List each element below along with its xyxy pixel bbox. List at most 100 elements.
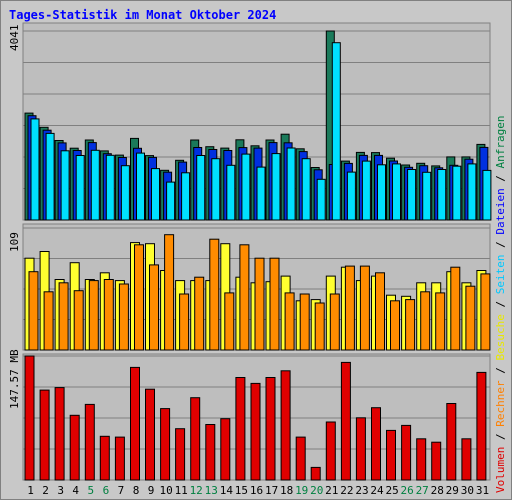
bar-volumen-day-20 bbox=[310, 466, 321, 481]
day-label-29: 29 bbox=[446, 484, 459, 497]
day-label-13: 13 bbox=[205, 484, 218, 497]
bar-rechner-day-16 bbox=[254, 257, 265, 351]
bar-rechner-day-18 bbox=[284, 292, 295, 351]
bar-rechner-day-4 bbox=[73, 290, 84, 351]
day-label-25: 25 bbox=[385, 484, 398, 497]
bar-volumen-day-6 bbox=[99, 435, 110, 481]
bar-seiten-day-24 bbox=[377, 164, 386, 221]
day-label-15: 15 bbox=[235, 484, 248, 497]
bar-volumen-day-9 bbox=[145, 388, 155, 481]
bar-rechner-day-20 bbox=[314, 302, 325, 351]
bar-seiten-day-12 bbox=[196, 155, 206, 221]
bar-volumen-day-30 bbox=[461, 438, 472, 481]
bar-seiten-day-20 bbox=[316, 178, 326, 221]
bar-seiten-day-15 bbox=[241, 153, 251, 221]
bar-seiten-day-1 bbox=[30, 118, 40, 221]
bar-rechner-day-30 bbox=[465, 285, 476, 351]
legend-item-besuche: Besuche bbox=[494, 314, 507, 360]
bar-rechner-day-1 bbox=[28, 271, 39, 351]
bar-volumen-day-3 bbox=[54, 387, 65, 481]
bar-volumen-day-17 bbox=[265, 377, 276, 481]
bar-volumen-day-24 bbox=[371, 407, 381, 481]
bar-volumen-day-15 bbox=[235, 377, 246, 481]
bar-rechner-day-6 bbox=[103, 279, 114, 351]
bar-rechner-day-26 bbox=[405, 299, 416, 351]
bar-volumen-day-13 bbox=[205, 424, 216, 481]
axis-max-label-volume: 147.57 MB bbox=[8, 349, 21, 409]
legend-item-dateien: Dateien bbox=[494, 188, 507, 234]
bar-volumen-day-16 bbox=[250, 382, 261, 481]
bar-rechner-day-24 bbox=[375, 272, 385, 351]
bar-seiten-day-10 bbox=[166, 181, 176, 221]
bar-seiten-day-14 bbox=[226, 164, 236, 221]
day-label-4: 4 bbox=[72, 484, 79, 497]
day-label-23: 23 bbox=[355, 484, 368, 497]
bar-rechner-day-14 bbox=[224, 292, 235, 351]
bar-volumen-day-25 bbox=[386, 429, 396, 481]
day-label-2: 2 bbox=[42, 484, 49, 497]
bar-seiten-day-30 bbox=[467, 163, 477, 221]
legend-separator: / bbox=[494, 427, 507, 447]
bar-seiten-day-8 bbox=[136, 152, 145, 221]
bar-seiten-day-23 bbox=[361, 160, 371, 221]
day-label-10: 10 bbox=[159, 484, 172, 497]
bar-volumen-day-19 bbox=[295, 436, 306, 481]
bar-seiten-day-31 bbox=[482, 169, 492, 221]
bar-seiten-day-13 bbox=[211, 158, 221, 221]
bar-seiten-day-17 bbox=[271, 153, 281, 221]
bar-seiten-day-26 bbox=[407, 169, 417, 221]
day-label-31: 31 bbox=[476, 484, 489, 497]
legend-separator: / bbox=[494, 294, 507, 314]
legend-item-rechner: Rechner bbox=[494, 380, 507, 427]
day-label-22: 22 bbox=[340, 484, 353, 497]
chart-title: Tages-Statistik im Monat Oktober 2024 bbox=[9, 8, 277, 22]
bar-rechner-day-23 bbox=[359, 265, 370, 351]
bar-seiten-day-5 bbox=[90, 149, 100, 221]
legend-item-anfragen: Anfragen bbox=[494, 115, 507, 168]
bar-volumen-day-4 bbox=[69, 414, 80, 481]
bar-volumen-day-23 bbox=[355, 417, 366, 481]
bar-rechner-day-21 bbox=[329, 293, 340, 351]
bar-seiten-day-2 bbox=[45, 132, 55, 221]
axis-max-label-visits: 109 bbox=[8, 232, 21, 252]
bar-seiten-day-19 bbox=[301, 158, 311, 221]
bar-seiten-day-25 bbox=[392, 163, 401, 221]
bar-volumen-day-11 bbox=[175, 428, 186, 481]
day-label-21: 21 bbox=[325, 484, 338, 497]
bar-rechner-day-31 bbox=[480, 273, 491, 351]
day-labels: 1 2 3 4 5 6 7 8 9 10 11 12 13 14 15 16 17 18 19 20 21 22 23 24 2… bbox=[27, 484, 489, 497]
bar-rechner-day-7 bbox=[118, 283, 129, 351]
bar-rechner-day-15 bbox=[239, 244, 250, 351]
day-label-30: 30 bbox=[461, 484, 474, 497]
bar-rechner-day-27 bbox=[420, 291, 431, 351]
bar-volumen-day-7 bbox=[114, 436, 125, 481]
bar-volumen-day-5 bbox=[84, 403, 95, 481]
day-label-3: 3 bbox=[57, 484, 64, 497]
bar-rechner-day-17 bbox=[269, 257, 280, 351]
day-label-6: 6 bbox=[103, 484, 110, 497]
bar-rechner-day-11 bbox=[179, 293, 190, 351]
day-label-17: 17 bbox=[265, 484, 278, 497]
bar-seiten-day-6 bbox=[105, 154, 115, 221]
bar-volumen-day-22 bbox=[340, 361, 351, 481]
bar-rechner-day-29 bbox=[450, 266, 461, 351]
bar-volumen-day-28 bbox=[431, 441, 442, 481]
bar-seiten-day-22 bbox=[346, 171, 356, 221]
legend-separator: / bbox=[494, 168, 507, 188]
day-label-19: 19 bbox=[295, 484, 308, 497]
bar-volumen-day-29 bbox=[446, 403, 457, 481]
bar-volumen-day-31 bbox=[476, 371, 487, 481]
bar-volumen-day-14 bbox=[220, 418, 231, 481]
bar-rechner-day-25 bbox=[390, 300, 400, 351]
legend-separator: / bbox=[494, 235, 507, 255]
bar-rechner-day-5 bbox=[88, 280, 99, 351]
day-label-26: 26 bbox=[400, 484, 413, 497]
day-label-12: 12 bbox=[190, 484, 203, 497]
bar-seiten-day-28 bbox=[437, 169, 447, 221]
bar-volumen-day-12 bbox=[190, 397, 201, 481]
bar-volumen-day-8 bbox=[130, 366, 140, 481]
day-label-8: 8 bbox=[133, 484, 140, 497]
axis-max-label-requests: 4041 bbox=[8, 25, 21, 52]
bar-volumen-day-2 bbox=[39, 389, 50, 481]
